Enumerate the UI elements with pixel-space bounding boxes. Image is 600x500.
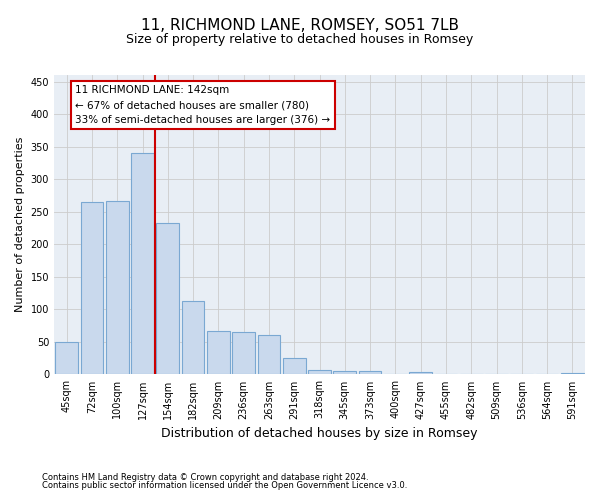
Text: Contains public sector information licensed under the Open Government Licence v3: Contains public sector information licen… xyxy=(42,482,407,490)
Bar xyxy=(106,200,128,374)
Bar xyxy=(55,342,78,374)
Text: 11, RICHMOND LANE, ROMSEY, SO51 7LB: 11, RICHMOND LANE, ROMSEY, SO51 7LB xyxy=(141,18,459,32)
Bar xyxy=(157,224,179,374)
Bar xyxy=(359,371,382,374)
Bar xyxy=(232,332,255,374)
Bar xyxy=(131,153,154,374)
Bar xyxy=(308,370,331,374)
Bar xyxy=(80,202,103,374)
Bar xyxy=(283,358,305,374)
Bar xyxy=(207,331,230,374)
Bar xyxy=(334,371,356,374)
X-axis label: Distribution of detached houses by size in Romsey: Distribution of detached houses by size … xyxy=(161,427,478,440)
Bar xyxy=(409,372,432,374)
Bar xyxy=(182,301,205,374)
Text: Contains HM Land Registry data © Crown copyright and database right 2024.: Contains HM Land Registry data © Crown c… xyxy=(42,472,368,482)
Text: Size of property relative to detached houses in Romsey: Size of property relative to detached ho… xyxy=(127,32,473,46)
Bar xyxy=(561,373,584,374)
Y-axis label: Number of detached properties: Number of detached properties xyxy=(15,137,25,312)
Bar xyxy=(257,336,280,374)
Text: 11 RICHMOND LANE: 142sqm
← 67% of detached houses are smaller (780)
33% of semi-: 11 RICHMOND LANE: 142sqm ← 67% of detach… xyxy=(75,86,331,125)
